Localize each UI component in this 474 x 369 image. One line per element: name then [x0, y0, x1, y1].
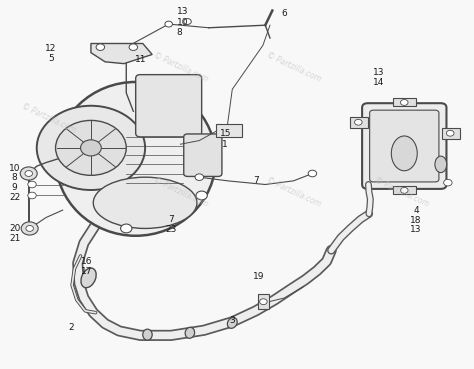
Text: 10: 10 [9, 163, 20, 173]
Text: © Partzilla.com: © Partzilla.com [265, 175, 322, 208]
Circle shape [184, 18, 191, 24]
Bar [442, 128, 460, 139]
Ellipse shape [55, 82, 216, 236]
Circle shape [36, 106, 145, 190]
Text: 19: 19 [253, 272, 264, 281]
FancyBboxPatch shape [370, 110, 439, 182]
FancyBboxPatch shape [362, 103, 447, 189]
Circle shape [81, 140, 101, 156]
FancyBboxPatch shape [136, 75, 201, 137]
Text: 11: 11 [135, 55, 146, 65]
Bar [350, 117, 368, 128]
Text: 3: 3 [229, 315, 235, 324]
Text: 5: 5 [48, 54, 54, 63]
Circle shape [20, 167, 37, 180]
Ellipse shape [143, 329, 152, 340]
Ellipse shape [435, 156, 447, 173]
Text: 8: 8 [12, 173, 18, 182]
Text: 13: 13 [373, 68, 384, 77]
Circle shape [196, 191, 207, 200]
Text: 16: 16 [81, 257, 92, 266]
Text: 7: 7 [168, 215, 174, 224]
Circle shape [28, 181, 36, 188]
Circle shape [55, 120, 126, 175]
Text: 22: 22 [9, 193, 20, 202]
FancyBboxPatch shape [184, 134, 222, 176]
Ellipse shape [392, 136, 417, 171]
Text: © Partzilla.com: © Partzilla.com [152, 175, 209, 208]
Circle shape [195, 174, 203, 180]
Circle shape [447, 130, 454, 136]
Text: 15: 15 [219, 130, 231, 138]
Circle shape [96, 44, 105, 51]
Circle shape [401, 100, 408, 106]
Text: 10: 10 [177, 18, 189, 27]
Text: 13: 13 [177, 7, 189, 16]
Circle shape [25, 170, 33, 176]
Circle shape [21, 222, 38, 235]
Text: 21: 21 [9, 234, 20, 243]
Text: 4: 4 [413, 206, 419, 215]
Circle shape [308, 170, 317, 177]
Polygon shape [258, 294, 269, 309]
Circle shape [28, 192, 36, 199]
Text: 13: 13 [410, 225, 422, 234]
Text: 12: 12 [45, 44, 56, 53]
Circle shape [401, 187, 408, 193]
Polygon shape [91, 44, 152, 63]
Circle shape [120, 224, 132, 233]
Polygon shape [216, 124, 242, 137]
Text: 6: 6 [281, 8, 287, 18]
Text: 17: 17 [81, 267, 92, 276]
Ellipse shape [185, 327, 195, 338]
Text: 23: 23 [165, 225, 177, 234]
Circle shape [444, 179, 452, 186]
Bar [392, 99, 416, 107]
Text: © Partzilla.com: © Partzilla.com [265, 51, 322, 84]
Text: © Partzilla.com: © Partzilla.com [374, 175, 430, 208]
Text: 14: 14 [373, 78, 384, 87]
Ellipse shape [93, 177, 197, 228]
Circle shape [165, 21, 173, 27]
Circle shape [129, 44, 137, 51]
Text: 9: 9 [12, 183, 18, 192]
Text: 20: 20 [9, 224, 20, 233]
Circle shape [355, 119, 362, 125]
Circle shape [260, 299, 267, 305]
Text: 8: 8 [177, 28, 182, 37]
Bar [392, 186, 416, 194]
Text: 2: 2 [68, 323, 74, 332]
Ellipse shape [228, 318, 237, 328]
Text: 1: 1 [222, 140, 228, 149]
Text: © Partzilla.com: © Partzilla.com [20, 102, 77, 135]
Circle shape [26, 225, 34, 231]
Text: 18: 18 [410, 215, 422, 224]
Ellipse shape [81, 268, 96, 288]
Text: © Partzilla.com: © Partzilla.com [152, 51, 209, 84]
Text: 7: 7 [253, 176, 259, 185]
